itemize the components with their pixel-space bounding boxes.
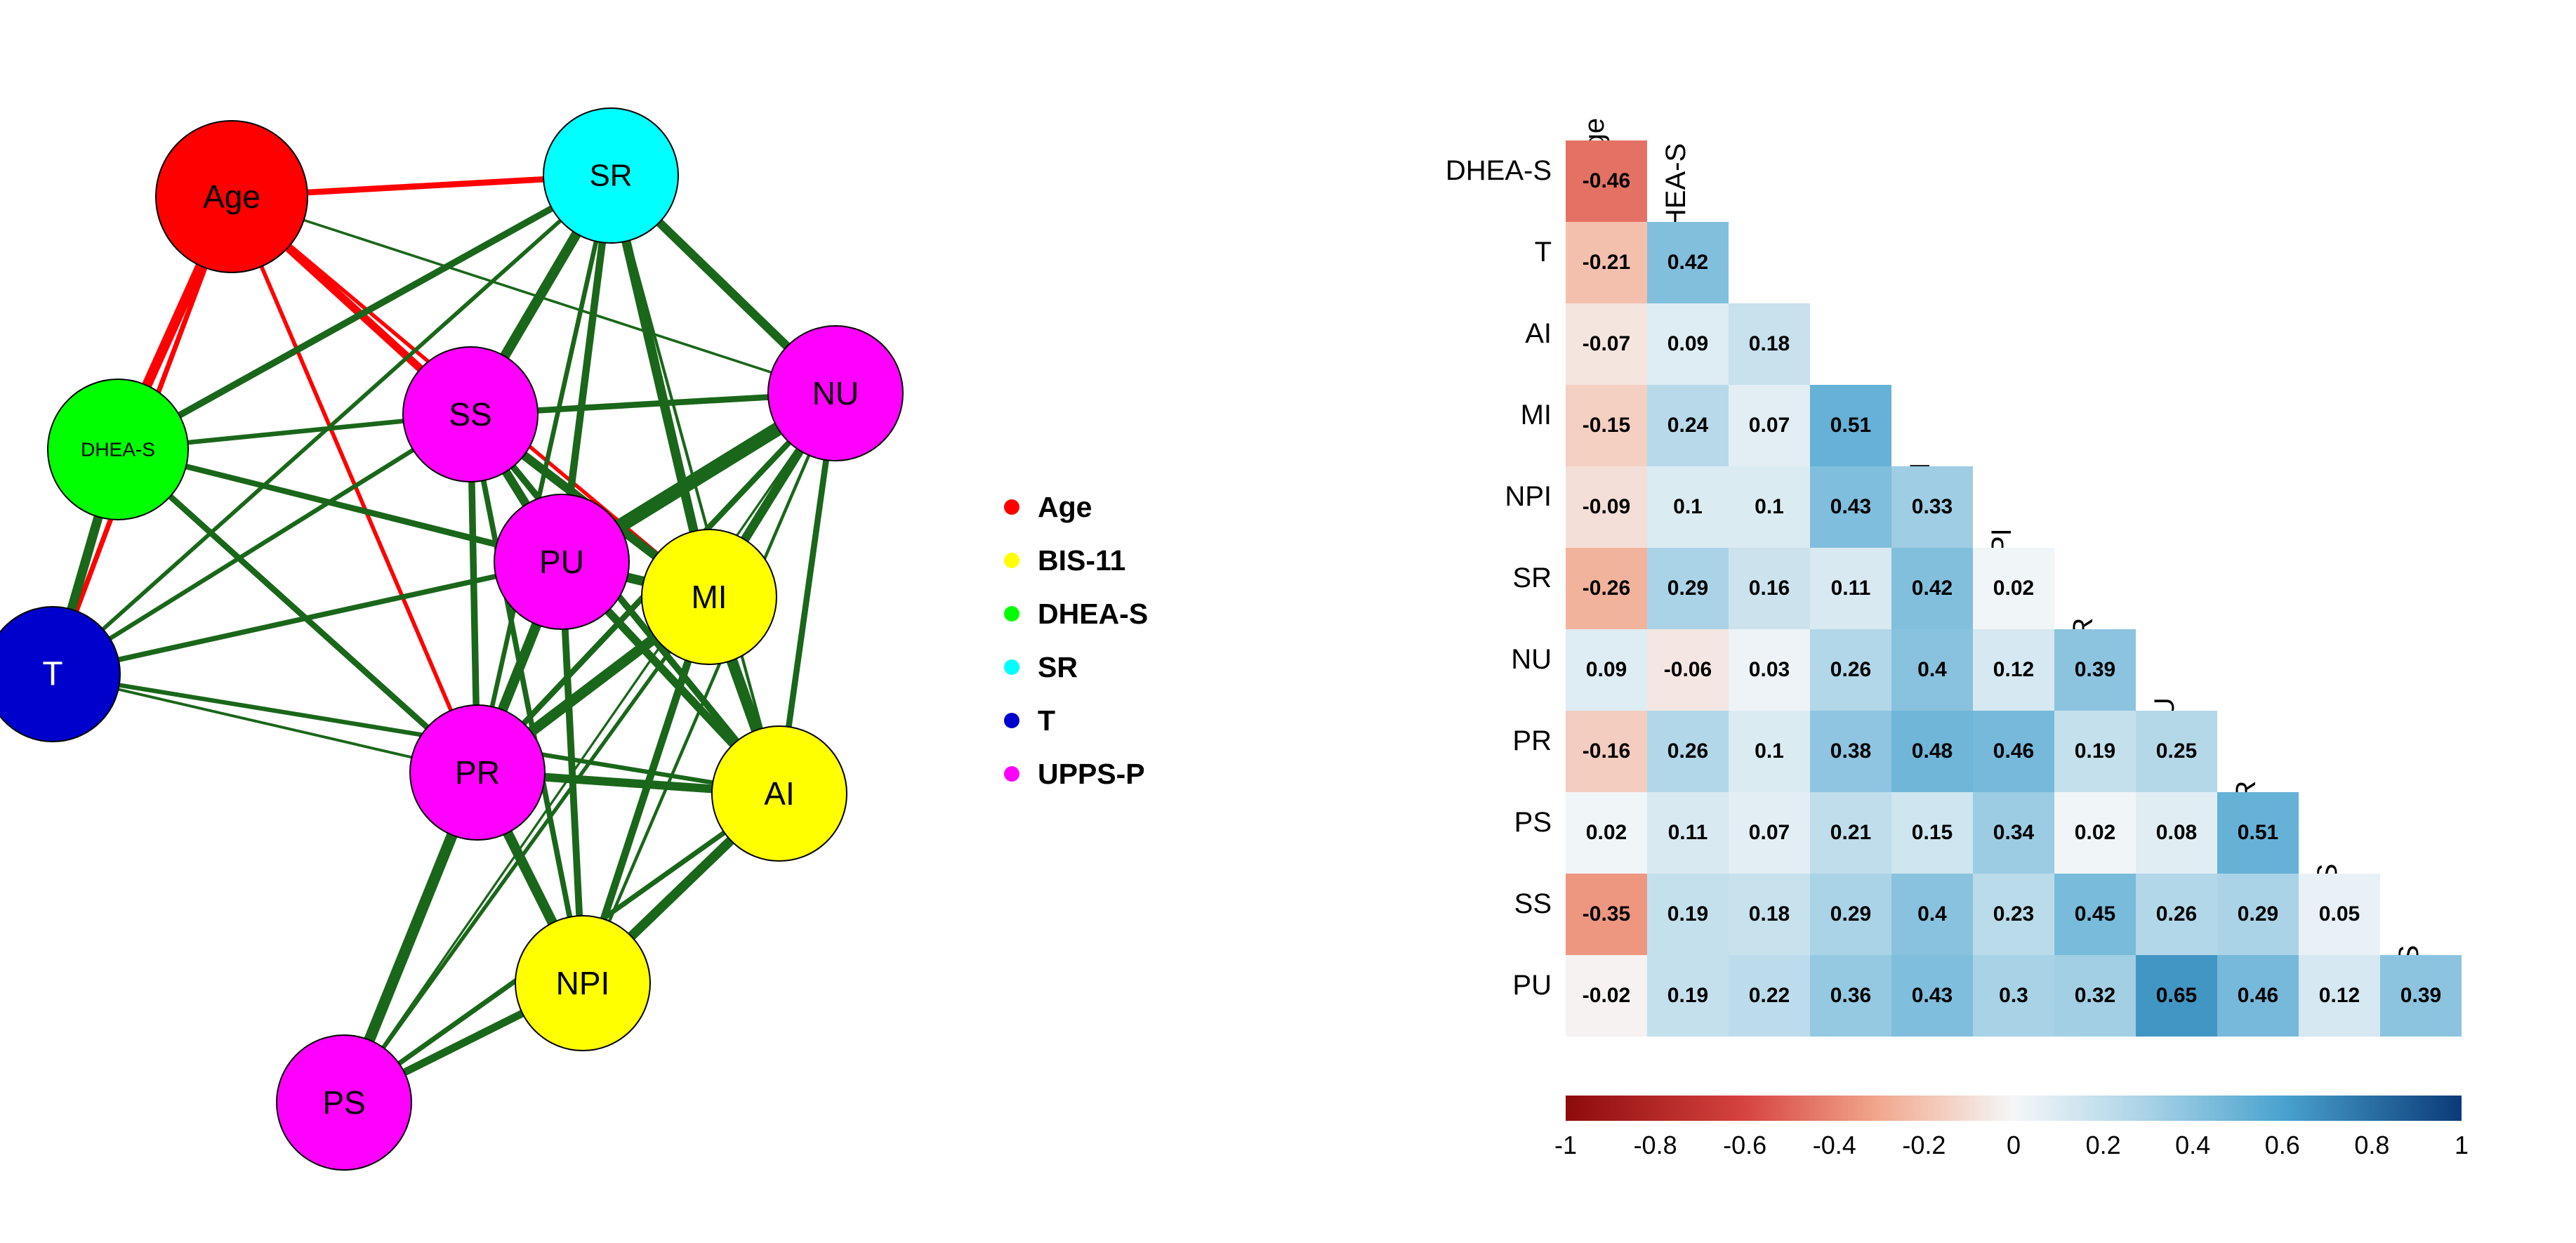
heatmap-cell-r9-c7: 0.26: [2136, 874, 2217, 955]
colorbar-tick--0.6: -0.6: [1710, 1131, 1780, 1160]
heatmap-cell-r6-c0: 0.09: [1566, 629, 1647, 711]
colorbar-tick-0: 0: [1979, 1131, 2049, 1160]
colorbar: [1566, 1096, 2462, 1121]
heatmap-cell-r10-c6: 0.32: [2054, 955, 2136, 1037]
heatmap-cell-r10-c5: 0.3: [1973, 955, 2054, 1037]
colorbar-tick-0.4: 0.4: [2158, 1131, 2228, 1160]
heatmap-cell-r7-c1: 0.26: [1647, 711, 1729, 792]
heatmap-cell-r2-c1: 0.09: [1647, 303, 1729, 385]
heatmap-row-label-SR: SR: [1425, 563, 1552, 594]
heatmap-cell-r9-c5: 0.23: [1973, 874, 2054, 955]
colorbar-tick-0.8: 0.8: [2337, 1131, 2407, 1160]
heatmap-cell-r2-c2: 0.18: [1729, 303, 1810, 385]
heatmap-cell-r6-c4: 0.4: [1891, 629, 1973, 711]
heatmap-cell-r1-c1: 0.42: [1647, 222, 1729, 303]
heatmap-cell-r5-c4: 0.42: [1891, 548, 1973, 629]
heatmap-cell-r8-c4: 0.15: [1891, 792, 1973, 874]
colorbar-tick-1: 1: [2426, 1131, 2497, 1160]
heatmap-cell-r6-c5: 0.12: [1973, 629, 2054, 711]
heatmap-cell-r7-c0: -0.16: [1566, 711, 1647, 792]
heatmap-row-label-AI: AI: [1425, 318, 1552, 350]
heatmap-cell-r3-c2: 0.07: [1729, 385, 1810, 466]
heatmap-cell-r9-c6: 0.45: [2054, 874, 2136, 955]
heatmap-cell-r10-c0: -0.02: [1566, 955, 1647, 1037]
heatmap-cell-r9-c4: 0.4: [1891, 874, 1973, 955]
heatmap-cell-r6-c2: 0.03: [1729, 629, 1810, 711]
heatmap-cell-r4-c3: 0.43: [1810, 466, 1891, 548]
heatmap-row-label-PU: PU: [1425, 970, 1552, 1001]
heatmap-cell-r10-c4: 0.43: [1891, 955, 1973, 1037]
heatmap-row-label-SS: SS: [1425, 888, 1552, 920]
heatmap-cell-r5-c1: 0.29: [1647, 548, 1729, 629]
heatmap-cell-r5-c5: 0.02: [1973, 548, 2054, 629]
heatmap-cell-r7-c6: 0.19: [2054, 711, 2136, 792]
heatmap-cell-r1-c0: -0.21: [1566, 222, 1647, 303]
heatmap-row-label-NPI: NPI: [1425, 481, 1552, 513]
colorbar-tick-0.6: 0.6: [2247, 1131, 2318, 1160]
colorbar-tick--1: -1: [1531, 1131, 1601, 1160]
heatmap-cell-r10-c1: 0.19: [1647, 955, 1729, 1037]
heatmap-cell-r8-c1: 0.11: [1647, 792, 1729, 874]
heatmap-cell-r4-c0: -0.09: [1566, 466, 1647, 548]
heatmap-cell-r8-c5: 0.34: [1973, 792, 2054, 874]
heatmap-cell-r2-c0: -0.07: [1566, 303, 1647, 385]
heatmap-cell-r8-c0: 0.02: [1566, 792, 1647, 874]
heatmap-cell-r10-c8: 0.46: [2217, 955, 2299, 1037]
heatmap-cell-r8-c3: 0.21: [1810, 792, 1891, 874]
heatmap-cell-r4-c4: 0.33: [1891, 466, 1973, 548]
heatmap-cell-r8-c2: 0.07: [1729, 792, 1810, 874]
heatmap-cell-r7-c3: 0.38: [1810, 711, 1891, 792]
figure-root: AgeSRDHEA-SSSNUPUMITPRAINPIPSAgeBIS-11DH…: [0, 0, 2576, 1243]
heatmap-cell-r10-c3: 0.36: [1810, 955, 1891, 1037]
heatmap-cell-r10-c2: 0.22: [1729, 955, 1810, 1037]
heatmap-cell-r9-c8: 0.29: [2217, 874, 2299, 955]
heatmap-row-label-DHEA-S: DHEA-S: [1425, 155, 1552, 187]
heatmap-cell-r9-c1: 0.19: [1647, 874, 1729, 955]
heatmap-cell-r3-c1: 0.24: [1647, 385, 1729, 466]
heatmap-row-label-PS: PS: [1425, 807, 1552, 838]
heatmap-cell-r9-c9: 0.05: [2299, 874, 2380, 955]
heatmap-cell-r6-c1: -0.06: [1647, 629, 1729, 711]
heatmap-cell-r5-c2: 0.16: [1729, 548, 1810, 629]
heatmap-row-label-T: T: [1425, 237, 1552, 268]
heatmap-cell-r7-c2: 0.1: [1729, 711, 1810, 792]
heatmap-cell-r10-c9: 0.12: [2299, 955, 2380, 1037]
heatmap-cell-r5-c3: 0.11: [1810, 548, 1891, 629]
correlation-heatmap: DHEA-STAIMINPISRNUPRPSSSPUAgeDHEA-STAIMI…: [0, 0, 2576, 1243]
heatmap-cell-r9-c0: -0.35: [1566, 874, 1647, 955]
heatmap-cell-r7-c5: 0.46: [1973, 711, 2054, 792]
heatmap-cell-r5-c0: -0.26: [1566, 548, 1647, 629]
heatmap-cell-r8-c8: 0.51: [2217, 792, 2299, 874]
heatmap-cell-r10-c7: 0.65: [2136, 955, 2217, 1037]
heatmap-cell-r6-c3: 0.26: [1810, 629, 1891, 711]
heatmap-row-label-PR: PR: [1425, 725, 1552, 757]
heatmap-cell-r4-c1: 0.1: [1647, 466, 1729, 548]
heatmap-row-label-MI: MI: [1425, 400, 1552, 431]
colorbar-tick--0.8: -0.8: [1620, 1131, 1691, 1160]
heatmap-row-label-NU: NU: [1425, 644, 1552, 676]
colorbar-tick--0.2: -0.2: [1889, 1131, 1959, 1160]
heatmap-cell-r3-c3: 0.51: [1810, 385, 1891, 466]
colorbar-tick--0.4: -0.4: [1799, 1131, 1870, 1160]
heatmap-cell-r9-c3: 0.29: [1810, 874, 1891, 955]
heatmap-cell-r10-c10: 0.39: [2380, 955, 2462, 1037]
heatmap-cell-r8-c6: 0.02: [2054, 792, 2136, 874]
heatmap-cell-r0-c0: -0.46: [1566, 140, 1647, 222]
heatmap-cell-r3-c0: -0.15: [1566, 385, 1647, 466]
heatmap-cell-r9-c2: 0.18: [1729, 874, 1810, 955]
heatmap-cell-r7-c4: 0.48: [1891, 711, 1973, 792]
heatmap-cell-r7-c7: 0.25: [2136, 711, 2217, 792]
heatmap-cell-r6-c6: 0.39: [2054, 629, 2136, 711]
colorbar-tick-0.2: 0.2: [2068, 1131, 2139, 1160]
heatmap-cell-r4-c2: 0.1: [1729, 466, 1810, 548]
heatmap-cell-r8-c7: 0.08: [2136, 792, 2217, 874]
